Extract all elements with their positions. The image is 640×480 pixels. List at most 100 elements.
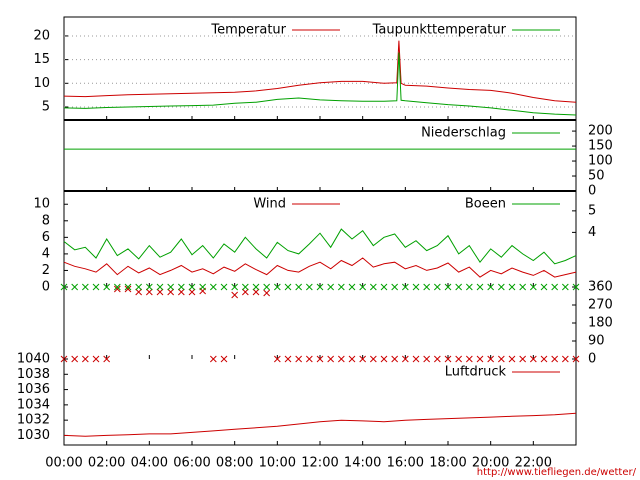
legend-label: Wind (253, 197, 286, 212)
x-tick-label: 18:00 (429, 456, 466, 471)
point (369, 283, 377, 291)
point (529, 355, 537, 363)
point (476, 283, 484, 291)
point (337, 355, 345, 363)
x-tick-label: 04:00 (131, 456, 168, 471)
point (145, 283, 153, 291)
y-tick-label: 1040 (17, 352, 50, 367)
point (455, 355, 463, 363)
y-tick-label: 5 (588, 203, 596, 218)
plot-frame (63, 16, 577, 446)
point (401, 283, 409, 291)
point (241, 283, 249, 291)
y-tick-label: 1032 (17, 413, 50, 428)
point (497, 283, 505, 291)
point (551, 283, 559, 291)
point (71, 283, 79, 291)
x-tick-label: 12:00 (301, 456, 338, 471)
point (508, 355, 516, 363)
y-tick-label: 15 (33, 52, 50, 67)
x-tick-label: 02:00 (88, 456, 125, 471)
point (231, 283, 239, 291)
series-line (63, 257, 577, 278)
point (188, 283, 196, 291)
x-tick-label: 00:00 (45, 456, 82, 471)
point (71, 355, 79, 363)
point (113, 283, 121, 291)
point (145, 288, 153, 296)
series-line (63, 40, 577, 103)
x-tick-label: 08:00 (216, 456, 253, 471)
point (465, 283, 473, 291)
point (156, 283, 164, 291)
point (391, 283, 399, 291)
point (412, 355, 420, 363)
series-line (63, 52, 577, 116)
point (455, 283, 463, 291)
point (444, 283, 452, 291)
point (561, 355, 569, 363)
point (113, 285, 121, 293)
legend-label: Boeen (465, 197, 506, 212)
point (380, 283, 388, 291)
point (540, 355, 548, 363)
y-tick-label: 270 (588, 298, 613, 313)
point (433, 355, 441, 363)
point (60, 283, 68, 291)
point (487, 355, 495, 363)
point (572, 283, 580, 291)
point (327, 283, 335, 291)
point (199, 283, 207, 291)
x-tick-label: 14:00 (344, 456, 381, 471)
y-tick-label: 5 (42, 99, 50, 114)
y-tick-label: 4 (42, 246, 50, 261)
legend-label: Luftdruck (445, 365, 507, 380)
point (209, 283, 217, 291)
y-tick-label: 1036 (17, 382, 50, 397)
x-tick-label: 22:00 (515, 456, 552, 471)
y-tick-label: 150 (588, 139, 613, 154)
y-tick-label: 1034 (17, 397, 50, 412)
point (252, 288, 260, 296)
point (412, 283, 420, 291)
point (124, 283, 132, 291)
point (177, 283, 185, 291)
y-tick-label: 1030 (17, 428, 50, 443)
point (241, 288, 249, 296)
legend-label: Taupunkttemperatur (372, 23, 507, 38)
point (433, 283, 441, 291)
x-tick-label: 06:00 (173, 456, 210, 471)
x-tick-label: 16:00 (387, 456, 424, 471)
point (124, 285, 132, 293)
point (369, 355, 377, 363)
point (263, 283, 271, 291)
y-tick-label: 1038 (17, 367, 50, 382)
y-tick-label: 20 (33, 28, 50, 43)
y-tick-label: 4 (588, 225, 596, 240)
point (359, 355, 367, 363)
point (135, 288, 143, 296)
y-tick-label: 8 (42, 213, 50, 228)
point (167, 288, 175, 296)
y-tick-label: 0 (42, 280, 50, 295)
y-tick-label: 90 (588, 334, 605, 349)
point (380, 355, 388, 363)
x-tick-label: 10:00 (259, 456, 296, 471)
point (348, 283, 356, 291)
y-tick-label: 360 (588, 280, 613, 295)
point (81, 355, 89, 363)
point (103, 355, 111, 363)
point (135, 283, 143, 291)
point (348, 355, 356, 363)
series-line (63, 412, 577, 437)
y-tick-label: 0 (588, 184, 596, 199)
point (476, 355, 484, 363)
point (92, 283, 100, 291)
point (263, 289, 271, 297)
point (220, 355, 228, 363)
point (273, 283, 281, 291)
y-tick-label: 100 (588, 154, 613, 169)
point (220, 283, 228, 291)
point (284, 355, 292, 363)
point (316, 355, 324, 363)
